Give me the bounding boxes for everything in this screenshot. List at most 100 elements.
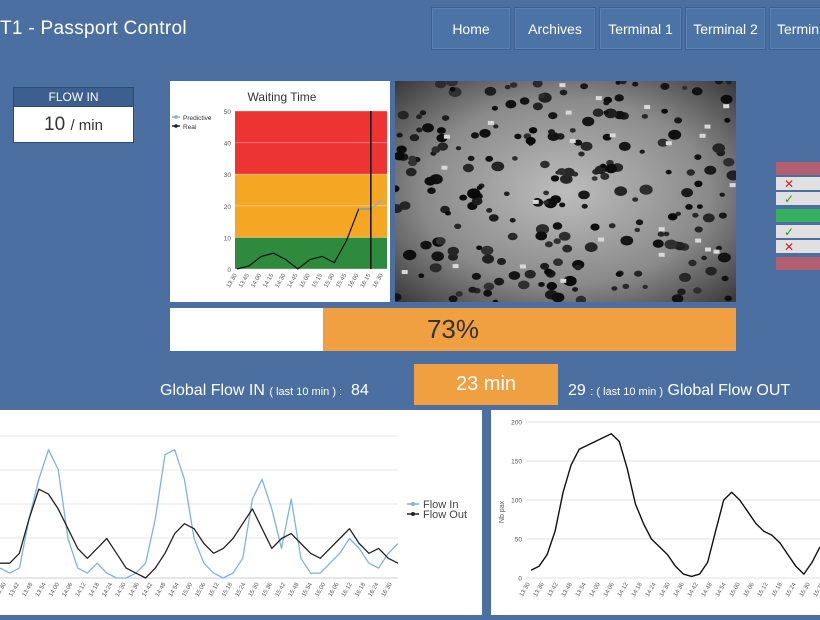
crowd-person	[436, 127, 446, 134]
waiting-x-tick: 15:30	[323, 272, 336, 289]
crowd-person	[584, 242, 598, 253]
crowd-person	[494, 277, 505, 286]
crowd-person	[488, 214, 499, 222]
pax-x-tick: 15:30	[799, 581, 812, 598]
crowd-person	[578, 190, 590, 200]
crowd-person	[525, 137, 536, 145]
crowd-person	[540, 262, 550, 270]
crowd-luggage	[658, 252, 665, 257]
legend-real-marker	[174, 124, 178, 128]
crowd-person	[493, 124, 499, 129]
waiting-x-tick: 14:45	[287, 272, 300, 289]
crowd-person	[717, 252, 731, 263]
crowd-person	[724, 295, 732, 302]
crowd-person	[721, 275, 729, 282]
nav-terminal1-button[interactable]: Terminal 1	[599, 7, 682, 50]
lane-footer-bar	[776, 257, 820, 270]
flow-x-tick: 13:54	[35, 581, 48, 598]
occupancy-bar: 73%	[170, 308, 736, 351]
waiting-time-title: Waiting Time	[248, 90, 317, 104]
pax-x-tick: 15:18	[771, 581, 784, 598]
crowd-person	[395, 293, 402, 302]
flow-x-tick: 14:36	[128, 581, 141, 598]
waiting-y-tick: 10	[224, 235, 232, 242]
nav-terminal3-button[interactable]: Termin	[769, 7, 820, 50]
crowd-person	[483, 289, 493, 297]
crowd-person	[445, 81, 459, 87]
legend-predictive-label: Predictive	[183, 115, 212, 122]
crowd-person	[634, 227, 641, 233]
crowd-person	[693, 287, 702, 294]
crowd-person	[572, 287, 579, 292]
global-flow-in: Global Flow IN ( last 10 min ) : 84	[160, 382, 369, 400]
crowd-person	[395, 185, 400, 193]
crowd-person	[694, 154, 702, 160]
crowd-person	[702, 213, 715, 223]
global-flow-out: 29 : ( last 10 min ) Global Flow OUT	[568, 382, 790, 400]
lane-row-1	[776, 177, 820, 190]
crowd-person	[482, 254, 495, 264]
flow-series-flow-in	[0, 449, 399, 579]
crowd-person	[582, 116, 595, 127]
nav-archives-button[interactable]: Archives	[514, 7, 596, 50]
crowd-person	[724, 117, 731, 123]
crowd-person	[574, 264, 582, 271]
pax-x-tick: 13:48	[561, 581, 574, 598]
flow-in-value: 10	[44, 114, 66, 135]
waiting-series-real	[236, 208, 371, 270]
crowd-person	[492, 299, 499, 302]
nav-terminal2-button[interactable]: Terminal 2	[685, 7, 766, 50]
crowd-person	[550, 175, 560, 182]
flow-x-tick: 15:00	[181, 581, 194, 598]
waiting-band-1	[235, 174, 387, 238]
crowd-person	[447, 246, 459, 256]
crowd-person	[590, 223, 600, 231]
crowd-person	[552, 222, 563, 230]
lane-row-2	[776, 192, 820, 205]
flow-x-tick: 16:24	[368, 581, 381, 598]
crowd-person	[395, 152, 405, 161]
crowd-person	[518, 280, 530, 290]
crowd-person	[603, 100, 610, 106]
flow-x-tick: 14:18	[88, 581, 101, 598]
crowd-person	[396, 132, 403, 138]
crowd-person	[550, 195, 562, 204]
crowd-luggage	[519, 264, 526, 269]
crowd-person	[418, 273, 425, 278]
crowd-person	[718, 212, 727, 219]
crowd-person	[485, 155, 494, 162]
crowd-person	[608, 223, 616, 229]
crowd-person	[716, 245, 722, 251]
flow-x-tick: 14:48	[155, 581, 168, 598]
crowd-person	[569, 128, 576, 133]
waiting-y-tick: 20	[224, 204, 232, 211]
crowd-person	[668, 129, 682, 140]
crowd-luggage	[595, 96, 602, 101]
crowd-person	[486, 208, 493, 213]
legend-flow-in-label: Flow In	[423, 499, 458, 511]
crowd-person	[441, 115, 450, 121]
crowd-person	[535, 231, 547, 241]
crowd-person	[657, 138, 669, 147]
crowd-person	[508, 271, 521, 280]
crowd-person	[660, 82, 670, 90]
crowd-person	[664, 239, 678, 250]
crowd-luggage	[729, 183, 736, 188]
waiting-y-tick: 50	[224, 109, 232, 116]
crowd-person	[497, 258, 506, 265]
flow-x-tick: 16:30	[381, 581, 394, 598]
crowd-person	[416, 114, 422, 119]
crowd-person	[514, 133, 522, 140]
flow-x-tick: 13:30	[0, 581, 8, 598]
global-flow-out-value: 29	[568, 382, 586, 399]
flow-x-tick: 14:06	[62, 581, 75, 598]
crowd-person	[553, 238, 561, 245]
pax-y-tick: 0	[518, 576, 522, 583]
nav-home-button[interactable]: Home	[431, 7, 511, 50]
pax-x-tick: 13:54	[575, 581, 588, 598]
crowd-person	[674, 117, 683, 124]
crowd-person	[544, 268, 553, 276]
pax-x-tick: 14:00	[589, 581, 602, 598]
crowd-person	[671, 294, 684, 302]
crowd-person	[715, 81, 723, 85]
